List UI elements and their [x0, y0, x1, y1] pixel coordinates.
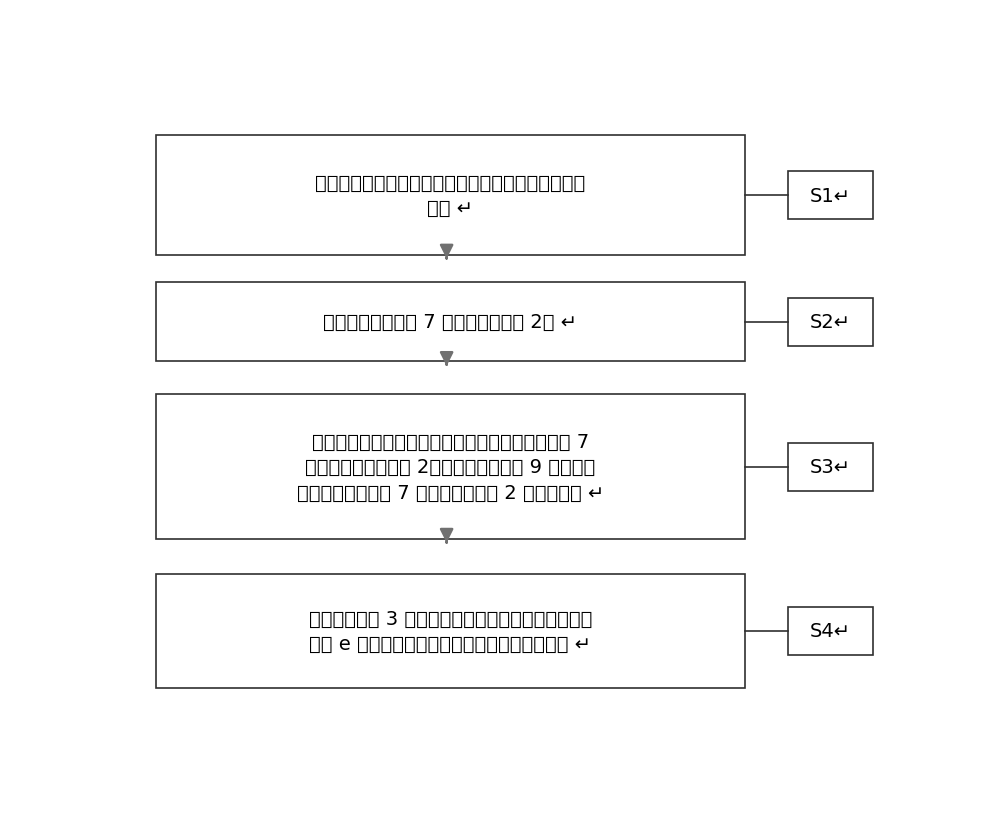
- Text: 体在超重力反应器 7 和搅拌釜反应器 2 之间循环。 ↵: 体在超重力反应器 7 和搅拌釜反应器 2 之间循环。 ↵: [297, 483, 604, 502]
- Text: S1↵: S1↵: [810, 187, 851, 206]
- Bar: [788, 298, 873, 346]
- Text: 样口 e 可以取液进行检测，随时监控反应情况。 ↵: 样口 e 可以取液进行检测，随时监控反应情况。 ↵: [309, 634, 592, 654]
- Text: 氧气检测装置 3 检测参与反应之后氧气的浓度；从取: 氧气检测装置 3 检测参与反应之后氧气的浓度；从取: [309, 609, 592, 628]
- Bar: [156, 283, 745, 362]
- Bar: [156, 574, 745, 688]
- Bar: [156, 136, 745, 256]
- Text: 打开气体管路和液体管路，气体经过超重力反应器 7: 打开气体管路和液体管路，气体经过超重力反应器 7: [312, 432, 589, 451]
- Text: 后进入搅拌釜反应器 2，最终从冷凝装置 9 排出；液: 后进入搅拌釜反应器 2，最终从冷凝装置 9 排出；液: [305, 458, 596, 477]
- Text: S4↵: S4↵: [810, 622, 851, 640]
- Bar: [788, 172, 873, 220]
- Text: S2↵: S2↵: [810, 313, 851, 332]
- Text: S3↵: S3↵: [810, 458, 851, 477]
- Text: 度。 ↵: 度。 ↵: [427, 199, 474, 218]
- Bar: [156, 395, 745, 540]
- Text: 打开温度控制装置，将所有反应器和管路升至指定温: 打开温度控制装置，将所有反应器和管路升至指定温: [315, 174, 586, 193]
- Bar: [788, 607, 873, 655]
- Bar: [788, 443, 873, 491]
- Text: 开启超重力反应器 7 和搅拌釜反应器 2。 ↵: 开启超重力反应器 7 和搅拌釜反应器 2。 ↵: [323, 313, 578, 332]
